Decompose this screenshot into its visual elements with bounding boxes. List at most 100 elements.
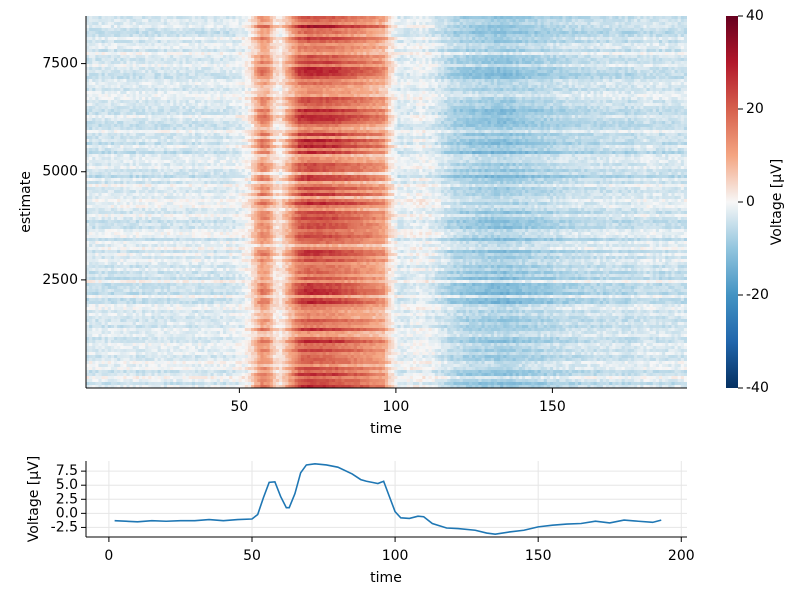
heatmap-cell bbox=[282, 34, 286, 37]
heatmap-cell bbox=[111, 25, 115, 28]
heatmap-cell bbox=[105, 94, 109, 97]
heatmap-cell bbox=[410, 49, 414, 52]
heatmap-cell bbox=[441, 46, 445, 49]
heatmap-cell bbox=[102, 64, 106, 67]
heatmap-cell bbox=[416, 19, 420, 22]
heatmap-cell bbox=[139, 55, 143, 58]
heatmap-cell bbox=[298, 46, 302, 49]
heatmap-cell bbox=[313, 61, 317, 64]
heatmap-cell bbox=[360, 25, 364, 28]
heatmap-cell bbox=[450, 79, 454, 82]
heatmap-cell bbox=[534, 67, 538, 70]
heatmap-cell bbox=[86, 34, 90, 37]
heatmap-cell bbox=[248, 94, 252, 97]
heatmap-cell bbox=[416, 16, 420, 19]
heatmap-cell bbox=[285, 28, 289, 31]
heatmap-cell bbox=[478, 79, 482, 82]
heatmap-cell bbox=[581, 43, 588, 46]
heatmap-cell bbox=[186, 58, 190, 61]
heatmap-cell bbox=[625, 67, 629, 70]
heatmap-cell bbox=[432, 64, 439, 67]
heatmap-cell bbox=[276, 28, 280, 31]
heatmap-cell bbox=[195, 22, 199, 25]
heatmap-cell bbox=[494, 82, 498, 85]
heatmap-cell bbox=[494, 25, 498, 28]
heatmap-cell bbox=[534, 25, 538, 28]
heatmap-cell bbox=[516, 34, 520, 37]
heatmap-cell bbox=[550, 61, 554, 64]
heatmap-cell bbox=[282, 31, 286, 34]
heatmap-cell bbox=[173, 70, 177, 73]
heatmap-cell bbox=[276, 22, 280, 25]
heatmap-cell bbox=[416, 79, 420, 82]
heatmap-cell bbox=[600, 40, 604, 43]
heatmap-cell bbox=[304, 28, 308, 31]
heatmap-cell bbox=[108, 25, 112, 28]
heatmap-cell bbox=[441, 52, 445, 55]
heatmap-cell bbox=[460, 91, 464, 94]
heatmap-cell bbox=[338, 82, 342, 85]
heatmap-cell bbox=[161, 52, 165, 55]
heatmap-cell bbox=[301, 64, 305, 67]
heatmap-cell bbox=[665, 37, 669, 40]
heatmap-cell bbox=[525, 46, 529, 49]
heatmap-cell bbox=[466, 91, 470, 94]
heatmap-cell bbox=[376, 67, 380, 70]
heatmap-cell bbox=[123, 46, 127, 49]
heatmap-cell bbox=[628, 67, 632, 70]
heatmap-cell bbox=[566, 82, 570, 85]
heatmap-cell bbox=[304, 73, 308, 76]
heatmap-cell bbox=[447, 82, 451, 85]
heatmap-cell bbox=[142, 43, 146, 46]
heatmap-cell bbox=[566, 55, 570, 58]
heatmap-cell bbox=[594, 82, 598, 85]
heatmap-cell bbox=[254, 58, 258, 61]
heatmap-cell bbox=[388, 31, 392, 34]
heatmap-cell bbox=[251, 82, 255, 85]
heatmap-cell bbox=[301, 91, 305, 94]
heatmap-cell bbox=[404, 43, 408, 46]
heatmap-cell bbox=[407, 40, 411, 43]
heatmap-cell bbox=[397, 85, 401, 88]
heatmap-cell bbox=[525, 76, 529, 79]
heatmap-cell bbox=[469, 37, 473, 40]
heatmap-cell bbox=[562, 31, 566, 34]
heatmap-cell bbox=[513, 61, 517, 64]
heatmap-cell bbox=[606, 52, 610, 55]
heatmap-cell bbox=[285, 82, 289, 85]
heatmap-cell bbox=[444, 70, 448, 73]
heatmap-cell bbox=[372, 70, 376, 73]
heatmap-cell bbox=[631, 73, 635, 76]
heatmap-cell bbox=[547, 82, 551, 85]
heatmap-cell bbox=[167, 67, 171, 70]
heatmap-cell bbox=[562, 37, 566, 40]
heatmap-cell bbox=[167, 79, 171, 82]
heatmap-cell bbox=[429, 82, 433, 85]
heatmap-cell bbox=[344, 64, 348, 67]
heatmap-cell bbox=[139, 34, 143, 37]
heatmap-cell bbox=[541, 31, 545, 34]
heatmap-cell bbox=[559, 22, 563, 25]
heatmap-cell bbox=[481, 85, 485, 88]
heatmap-cell bbox=[457, 67, 461, 70]
heatmap-cell bbox=[295, 76, 299, 79]
heatmap-cell bbox=[102, 37, 106, 40]
heatmap-cell bbox=[183, 31, 187, 34]
heatmap-cell bbox=[382, 76, 386, 79]
heatmap-cell bbox=[239, 70, 243, 73]
heatmap-cell bbox=[678, 16, 682, 19]
heatmap-cell bbox=[491, 82, 495, 85]
heatmap-cell bbox=[270, 82, 274, 85]
heatmap-cell bbox=[631, 25, 635, 28]
heatmap-cell bbox=[432, 52, 436, 55]
heatmap-cell bbox=[522, 58, 526, 61]
heatmap-cell bbox=[463, 91, 467, 94]
heatmap-cell bbox=[235, 43, 239, 46]
heatmap-cell bbox=[292, 55, 296, 58]
heatmap-cell bbox=[634, 85, 638, 88]
heatmap-cell bbox=[229, 28, 233, 31]
heatmap-cell bbox=[500, 79, 504, 82]
heatmap-cell bbox=[326, 34, 330, 37]
heatmap-cell bbox=[207, 46, 211, 49]
heatmap-cell bbox=[388, 55, 392, 58]
